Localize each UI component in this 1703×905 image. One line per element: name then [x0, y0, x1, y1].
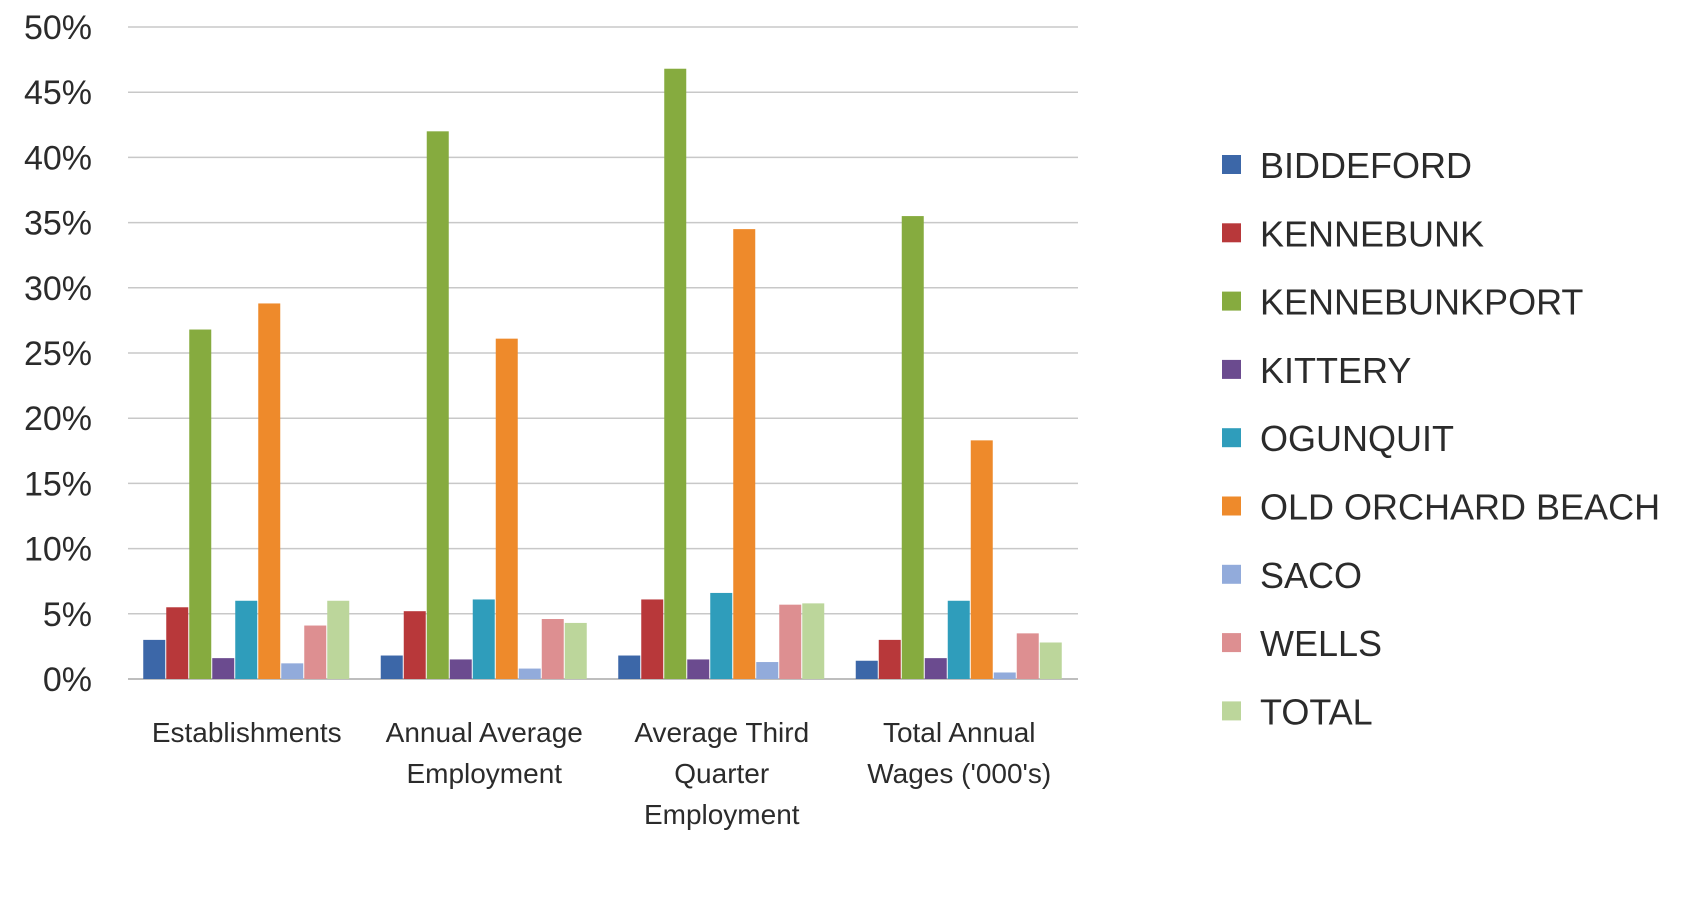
legend-label: KENNEBUNK — [1260, 213, 1484, 254]
bar-ogunquit-2 — [710, 592, 733, 679]
bar-ogunquit-1 — [472, 599, 495, 679]
bar-kennebunk-3 — [878, 639, 901, 679]
x-category-label: Average Third Quarter Employment — [634, 717, 809, 830]
legend-label: WELLS — [1260, 623, 1382, 664]
bar-old-orchard-beach-3 — [970, 440, 993, 679]
bar-wells-1 — [541, 619, 564, 679]
bar-saco-0 — [281, 663, 304, 679]
bar-old-orchard-beach-0 — [258, 303, 281, 679]
bar-kennebunkport-3 — [901, 216, 924, 679]
bar-total-2 — [802, 603, 825, 679]
legend: BIDDEFORD KENNEBUNK KENNEBUNKPORT KITTERY OG… — [1222, 145, 1660, 732]
x-category-label: Annual Average Employment — [386, 717, 583, 789]
legend-label: SACO — [1260, 555, 1362, 596]
x-category-label-line: Establishments — [152, 717, 342, 748]
x-category-label-line: Total Annual — [883, 717, 1036, 748]
y-tick-label: 10% — [24, 531, 92, 569]
y-tick-label: 5% — [43, 596, 92, 634]
x-category-label-line: Employment — [406, 758, 562, 789]
legend-swatch — [1222, 428, 1241, 448]
bar-kittery-0 — [212, 658, 235, 679]
bar-ogunquit-0 — [235, 600, 258, 679]
bar-old-orchard-beach-2 — [733, 229, 756, 679]
bar-biddeford-1 — [380, 655, 403, 679]
bar-ogunquit-3 — [947, 600, 970, 679]
bar-kennebunk-1 — [403, 611, 426, 679]
bar-old-orchard-beach-1 — [495, 338, 518, 679]
bar-kennebunk-0 — [166, 607, 189, 679]
bar-kennebunkport-0 — [189, 329, 212, 679]
legend-swatch — [1222, 496, 1241, 516]
x-category-label-line: Wages ('000's) — [867, 758, 1051, 789]
legend-swatch — [1222, 155, 1241, 174]
bar-kennebunkport-1 — [426, 131, 449, 679]
bar-saco-1 — [518, 668, 541, 679]
bar-kittery-1 — [449, 659, 472, 679]
bar-kennebunkport-2 — [664, 68, 687, 679]
legend-swatch — [1222, 701, 1241, 721]
y-axis: 0% 5% 10% 15% 20% 25% 30% 35% 40% 45% 50% — [24, 9, 92, 699]
bars — [143, 68, 1062, 679]
gridlines — [128, 26, 1078, 680]
bar-total-1 — [564, 622, 587, 679]
legend-label: BIDDEFORD — [1260, 145, 1472, 186]
x-category-label: Total Annual Wages ('000's) — [867, 717, 1051, 789]
x-category-label: Establishments — [152, 717, 342, 748]
bar-wells-2 — [779, 604, 802, 679]
legend-swatch — [1222, 291, 1241, 311]
x-category-label-line: Average Third — [634, 717, 809, 748]
y-tick-label: 45% — [24, 74, 92, 112]
legend-swatch — [1222, 359, 1241, 379]
legend-label: KENNEBUNKPORT — [1260, 282, 1583, 323]
bar-total-0 — [327, 600, 350, 679]
bar-wells-3 — [1016, 633, 1039, 679]
y-tick-label: 25% — [24, 335, 92, 373]
legend-label: OGUNQUIT — [1260, 418, 1454, 459]
bar-kennebunk-2 — [641, 599, 664, 679]
bar-biddeford-0 — [143, 639, 166, 679]
x-category-label-line: Annual Average — [386, 717, 583, 748]
bar-biddeford-3 — [855, 660, 878, 679]
bar-saco-3 — [993, 672, 1016, 679]
bar-total-3 — [1039, 642, 1062, 679]
bar-saco-2 — [756, 662, 779, 679]
legend-label: TOTAL — [1260, 691, 1373, 732]
legend-label: OLD ORCHARD BEACH — [1260, 487, 1660, 528]
x-category-label-line: Quarter — [674, 758, 769, 789]
bar-wells-0 — [304, 625, 327, 679]
y-tick-label: 30% — [24, 270, 92, 308]
y-tick-label: 40% — [24, 139, 92, 177]
legend-swatch — [1222, 633, 1241, 653]
y-tick-label: 0% — [43, 661, 92, 699]
y-tick-label: 50% — [24, 9, 92, 47]
x-category-label-line: Employment — [644, 799, 800, 830]
legend-swatch — [1222, 564, 1241, 584]
bar-biddeford-2 — [618, 655, 641, 679]
bar-kittery-2 — [687, 659, 710, 679]
legend-swatch — [1222, 223, 1241, 243]
legend-label: KITTERY — [1260, 350, 1411, 391]
y-tick-label: 20% — [24, 400, 92, 438]
bar-kittery-3 — [924, 658, 947, 679]
y-tick-label: 35% — [24, 205, 92, 243]
x-axis: Establishments Annual Average EmploymentAv… — [152, 717, 1051, 830]
y-tick-label: 15% — [24, 465, 92, 503]
